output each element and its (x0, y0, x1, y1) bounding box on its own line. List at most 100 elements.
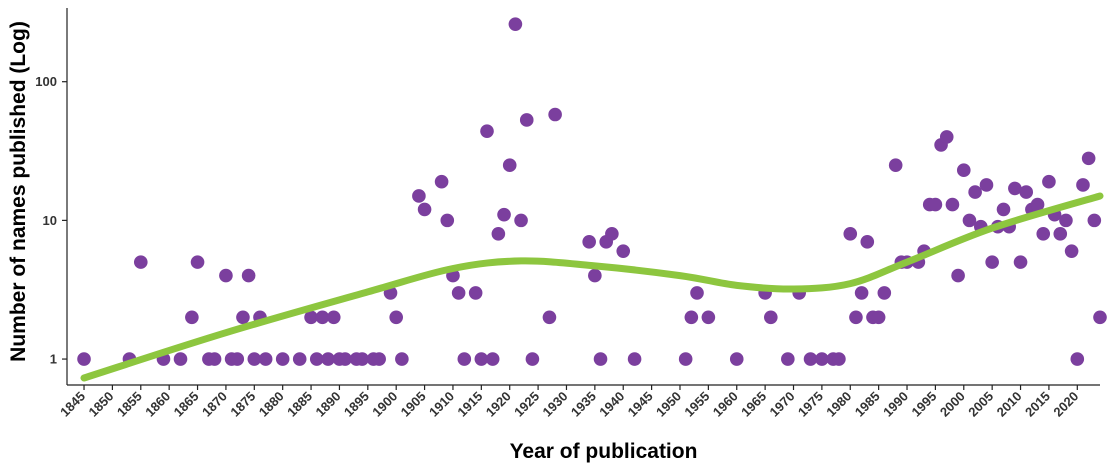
x-tick-label: 1965 (738, 389, 769, 420)
x-tick-label: 1875 (227, 389, 258, 420)
x-tick-label: 1860 (142, 389, 173, 420)
data-point (514, 213, 528, 228)
x-tick-label: 1915 (454, 389, 485, 420)
x-tick-label: 1970 (767, 389, 798, 420)
data-point (729, 352, 744, 366)
data-point (77, 352, 91, 366)
x-tick-label: 1935 (568, 389, 599, 420)
data-point (525, 352, 540, 366)
data-point (1019, 185, 1034, 199)
data-point (803, 352, 818, 366)
data-point (480, 124, 494, 138)
data-point (292, 352, 307, 366)
x-tick-label: 1880 (256, 389, 287, 420)
data-point (860, 235, 875, 249)
data-point (542, 310, 557, 325)
data-point (355, 352, 369, 366)
data-point (474, 352, 489, 366)
data-point (491, 227, 506, 241)
x-tick-label: 1900 (369, 389, 400, 420)
x-tick-label: 1925 (511, 389, 542, 420)
data-point (468, 286, 483, 300)
x-tick-label: 2000 (937, 389, 968, 420)
x-tick-label: 1995 (908, 389, 939, 420)
data-point (1064, 244, 1079, 258)
x-tick-label: 1905 (398, 389, 429, 420)
data-point (395, 352, 409, 366)
trend-line (80, 192, 1104, 382)
x-tick-label: 1910 (426, 389, 457, 420)
x-tick-label: 1960 (710, 389, 741, 420)
data-point (326, 310, 341, 325)
data-point (588, 268, 602, 283)
data-point (508, 17, 523, 31)
x-tick-label: 1955 (681, 389, 712, 420)
data-point (1076, 178, 1090, 192)
data-point (1030, 197, 1045, 212)
x-tick-label: 2015 (1022, 389, 1053, 420)
x-tick-label: 1865 (171, 389, 202, 420)
data-point (962, 213, 977, 228)
data-point (309, 352, 324, 366)
data-point (979, 178, 994, 192)
data-point (627, 352, 642, 366)
data-point (412, 189, 426, 203)
x-tick-label: 1975 (795, 389, 826, 420)
data-point (1093, 310, 1107, 325)
data-point (582, 235, 596, 249)
data-point (815, 352, 829, 366)
data-point (928, 197, 943, 212)
data-points (77, 17, 1107, 366)
data-point (871, 310, 886, 325)
data-point (185, 310, 199, 325)
data-point (956, 163, 971, 178)
x-tick-label: 2005 (965, 389, 996, 420)
data-point (854, 286, 869, 300)
y-tick-label: 100 (35, 74, 57, 89)
data-point (304, 310, 318, 325)
data-point (497, 207, 511, 222)
x-tick-label: 1920 (483, 389, 514, 420)
data-point (434, 174, 449, 189)
data-point (678, 352, 693, 366)
data-point (236, 310, 250, 325)
data-point (321, 352, 335, 366)
x-tick-label: 1845 (57, 389, 88, 420)
data-point (485, 352, 500, 366)
y-tick-label: 10 (43, 213, 57, 228)
data-point (968, 185, 982, 199)
data-point (877, 286, 892, 300)
x-tick-label: 1950 (653, 389, 684, 420)
data-point (389, 310, 403, 325)
x-tick-label: 1870 (199, 389, 230, 420)
x-tick-label: 1990 (880, 389, 911, 420)
data-point (888, 158, 903, 172)
data-point (764, 310, 778, 325)
data-point (315, 310, 330, 325)
data-point (945, 197, 960, 212)
x-tick-label: 1940 (596, 389, 627, 420)
data-point (701, 310, 716, 325)
data-point (939, 130, 954, 144)
x-tick-label: 2020 (1050, 389, 1081, 420)
data-point (1013, 255, 1028, 269)
x-tick-label: 1945 (625, 389, 656, 420)
y-tick-label: 1 (50, 352, 57, 367)
data-point (519, 113, 534, 127)
data-point (1081, 151, 1096, 166)
y-axis: 1 10 100 (35, 8, 68, 385)
x-tick-label: 1855 (114, 389, 145, 420)
data-point (219, 268, 233, 283)
data-point (1087, 213, 1102, 228)
x-tick-label: 1850 (85, 389, 116, 420)
data-point (247, 352, 262, 366)
data-point (548, 107, 562, 122)
data-point (338, 352, 352, 366)
data-point (275, 352, 290, 366)
data-point (1070, 352, 1085, 366)
data-point (1042, 174, 1056, 189)
data-point (616, 244, 631, 258)
data-point (684, 310, 699, 325)
data-point (832, 352, 846, 366)
